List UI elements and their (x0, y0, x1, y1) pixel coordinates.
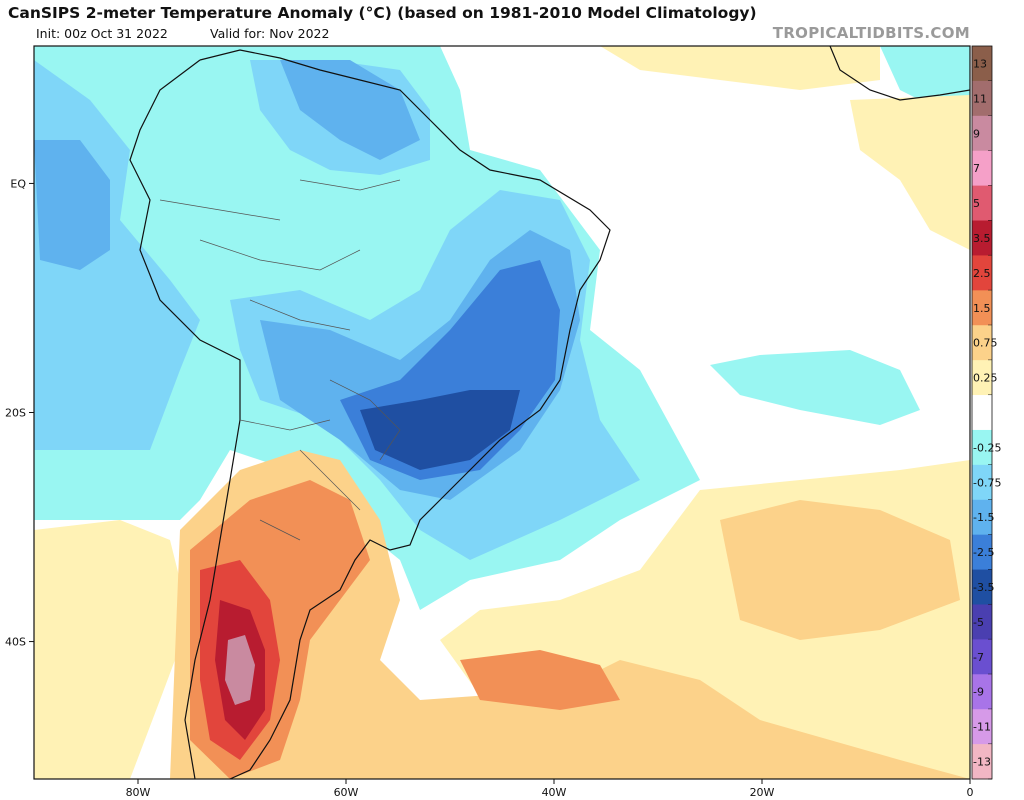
anomaly-region-warm-atlantic-patch (720, 500, 960, 640)
coastlines (129, 46, 970, 779)
colorbar-frame (971, 45, 993, 780)
warm-anomaly-field (34, 46, 970, 779)
colorbar-label: -5 (973, 616, 984, 629)
init-time: Init: 00z Oct 31 2022 (36, 26, 168, 41)
colorbar-label: -13 (973, 756, 991, 769)
lat-tick-label: EQ (10, 177, 26, 190)
colorbar-label: 2.5 (973, 267, 991, 280)
colorbar-swatch (972, 499, 992, 536)
lon-tick-label: 80W (126, 786, 151, 799)
anomaly-region-warm-peak (225, 635, 255, 705)
anomaly-region-warm-argentina (170, 450, 970, 779)
interior-borders (159, 179, 401, 541)
colorbar-label: -3.5 (973, 581, 994, 594)
anomaly-region-warm-eastern (850, 95, 970, 250)
lat-tick-label: 20S (5, 407, 26, 420)
colorbar-swatch (972, 395, 992, 431)
anomaly-region-cool-amazon-core (280, 60, 420, 160)
latitude-axis: EQ 20S 40S (5, 177, 34, 649)
colorbar-swatch (972, 185, 992, 222)
colorbar-swatch (972, 709, 992, 745)
colorbar-swatch (972, 360, 992, 396)
colorbar-swatch (972, 115, 992, 152)
colorbar: 13 11 9 7 5 3.5 2.5 1.5 0.75 0.25 -0.25 -0.75 -1.5 -2… (971, 45, 1001, 780)
lon-tick-label: 0 (967, 786, 974, 799)
anomaly-region-cool-core (360, 390, 520, 470)
colorbar-label: 0.25 (973, 372, 998, 385)
colorbar-label: 5 (973, 197, 980, 210)
map-title: CanSIPS 2-meter Temperature Anomaly (°C)… (8, 4, 757, 22)
colorbar-label: -9 (973, 686, 984, 699)
valid-time: Valid for: Nov 2022 (210, 26, 330, 41)
colorbar-swatch (972, 744, 992, 780)
colorbar-swatch (972, 604, 992, 640)
colorbar-swatch (972, 429, 992, 466)
colorbar-swatch (972, 255, 992, 291)
lon-tick-label: 40W (542, 786, 567, 799)
colorbar-label: 7 (973, 162, 980, 175)
longitude-axis: 80W 60W 40W 20W 0 (126, 779, 974, 799)
colorbar-swatch (972, 464, 992, 501)
colorbar-swatch (972, 80, 992, 117)
colorbar-label: -1.5 (973, 511, 994, 524)
colorbar-label: 1.5 (973, 302, 991, 315)
colorbar-label: -0.25 (973, 441, 1001, 454)
map-panel (34, 46, 970, 779)
colorbar-swatch (972, 534, 992, 571)
colorbar-label: 11 (973, 92, 987, 105)
south-america-coastline (129, 49, 611, 779)
lon-tick-label: 20W (750, 786, 775, 799)
colorbar-swatch (972, 46, 992, 82)
lat-tick-label: 40S (5, 636, 26, 649)
anomaly-region-warm-south-atlantic (460, 650, 620, 710)
colorbar-label: -0.75 (973, 476, 1001, 489)
anomaly-region-warm-pacific (34, 520, 190, 779)
colorbar-label: 13 (973, 57, 987, 70)
colorbar-label: -11 (973, 721, 991, 734)
colorbar-label: 3.5 (973, 232, 991, 245)
colorbar-swatch (972, 639, 992, 675)
colorbar-swatch (972, 569, 992, 605)
colorbar-label: -7 (973, 651, 984, 664)
cool-anomaly-field (34, 46, 970, 610)
colorbar-label: -2.5 (973, 546, 994, 559)
colorbar-label: 0.75 (973, 337, 998, 350)
colorbar-label: 9 (973, 127, 980, 140)
colorbar-swatch (972, 674, 992, 710)
colorbar-swatch (972, 290, 992, 326)
brand-watermark: TROPICALTIDBITS.COM (772, 24, 970, 42)
lon-tick-label: 60W (334, 786, 359, 799)
anomaly-region-cool-atlantic (710, 350, 920, 425)
colorbar-swatch (972, 150, 992, 187)
anomaly-region-warm-northatlantic (600, 46, 880, 90)
colorbar-swatch (972, 325, 992, 361)
anomaly-region-cool-central (34, 140, 110, 270)
colorbar-swatch (972, 220, 992, 256)
africa-coastline (829, 46, 970, 101)
